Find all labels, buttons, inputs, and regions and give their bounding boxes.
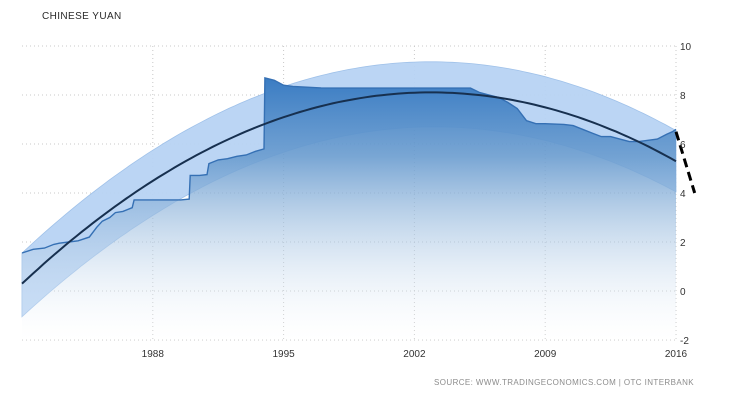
y-tick-label: 8: [680, 91, 686, 102]
series-area: [21, 77, 677, 341]
y-tick-label: 2: [680, 238, 686, 249]
y-tick-label: 10: [680, 42, 692, 53]
source-line: SOURCE: WWW.TRADINGECONOMICS.COM | OTC I…: [434, 378, 694, 387]
y-tick-label: 6: [680, 140, 686, 151]
x-tick-label: 1995: [272, 349, 295, 360]
forecast-line: [674, 131, 697, 194]
trend-polyline: [21, 91, 677, 285]
x-axis-ticks: 1988 1995 2002 2009 2016: [142, 349, 688, 360]
x-tick-label: 2002: [403, 349, 426, 360]
forecast-segment: [674, 131, 697, 194]
x-tick-label: 1988: [142, 349, 165, 360]
y-tick-label: -2: [680, 336, 689, 347]
y-tick-label: 4: [680, 189, 686, 200]
x-tick-label: 2009: [534, 349, 557, 360]
area-fill: [22, 77, 676, 341]
x-tick-label: 2016: [665, 349, 688, 360]
y-tick-label: 0: [680, 287, 686, 298]
chart-title: CHINESE YUAN: [42, 11, 122, 22]
series-line: [21, 77, 677, 254]
trend-line: [21, 91, 677, 285]
y-axis-ticks: 10 8 6 4 2 0 -2: [680, 42, 692, 347]
